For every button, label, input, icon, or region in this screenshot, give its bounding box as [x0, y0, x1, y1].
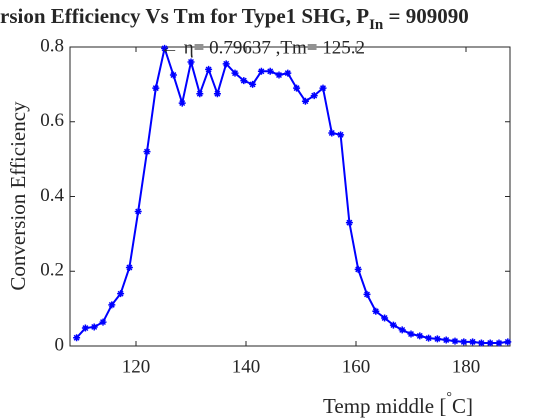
data-marker	[178, 99, 186, 107]
y-tick-label: 0.6	[40, 110, 64, 131]
annotation: ← η= 0.79637 ,Tm= 125.2	[160, 37, 365, 58]
data-marker	[293, 84, 301, 92]
data-marker	[90, 323, 98, 331]
data-marker	[337, 131, 345, 139]
x-tick-label: 180	[452, 356, 481, 377]
data-marker	[222, 60, 230, 68]
data-marker	[381, 314, 389, 322]
data-marker	[99, 318, 107, 326]
y-tick-label: 0.2	[40, 260, 64, 281]
data-marker	[486, 339, 494, 347]
data-marker	[363, 290, 371, 298]
data-marker	[460, 338, 468, 346]
data-marker	[301, 97, 309, 105]
data-marker	[240, 77, 248, 85]
data-marker	[407, 330, 415, 338]
data-marker	[81, 324, 89, 332]
data-marker	[169, 71, 177, 79]
x-tick-label: 160	[342, 356, 371, 377]
data-marker	[134, 207, 142, 215]
data-marker	[266, 67, 274, 75]
x-axis-label: Temp middle [°C]	[323, 390, 473, 418]
data-marker	[504, 338, 512, 346]
data-marker	[117, 290, 125, 298]
data-marker	[319, 84, 327, 92]
y-tick-label: 0.4	[40, 185, 64, 206]
y-tick-label: 0	[55, 334, 65, 355]
data-marker	[257, 67, 265, 75]
data-line	[75, 44, 508, 345]
data-marker	[152, 84, 160, 92]
data-marker	[187, 58, 195, 66]
data-marker	[213, 90, 221, 98]
data-marker	[249, 80, 257, 88]
data-marker	[389, 321, 397, 329]
y-tick-label: 0.8	[40, 35, 64, 56]
data-marker	[372, 307, 380, 315]
data-marker	[416, 332, 424, 340]
data-marker	[161, 44, 169, 52]
data-marker	[495, 339, 503, 347]
data-marker	[328, 129, 336, 137]
data-marker	[451, 337, 459, 345]
data-marker	[143, 148, 151, 156]
y-axis-label: Conversion Efficiency	[6, 101, 30, 291]
data-marker	[205, 65, 213, 73]
plot-frame	[69, 46, 511, 347]
data-marker	[310, 92, 318, 100]
data-marker	[442, 336, 450, 344]
data-marker	[398, 326, 406, 334]
data-marker	[108, 301, 116, 309]
data-marker	[469, 338, 477, 346]
x-tick-label: 120	[122, 356, 151, 377]
data-marker	[345, 219, 353, 227]
data-marker	[125, 264, 133, 272]
data-marker	[477, 339, 485, 347]
data-marker	[354, 265, 362, 273]
data-marker	[284, 69, 292, 77]
data-marker	[275, 71, 283, 79]
data-marker	[196, 90, 204, 98]
chart-title: rsion Efficiency Vs Tm for Type1 SHG, PI…	[0, 4, 469, 34]
data-marker	[231, 69, 239, 77]
data-marker	[433, 335, 441, 343]
data-marker	[73, 334, 81, 342]
data-marker	[425, 334, 433, 342]
x-tick-label: 140	[232, 356, 261, 377]
